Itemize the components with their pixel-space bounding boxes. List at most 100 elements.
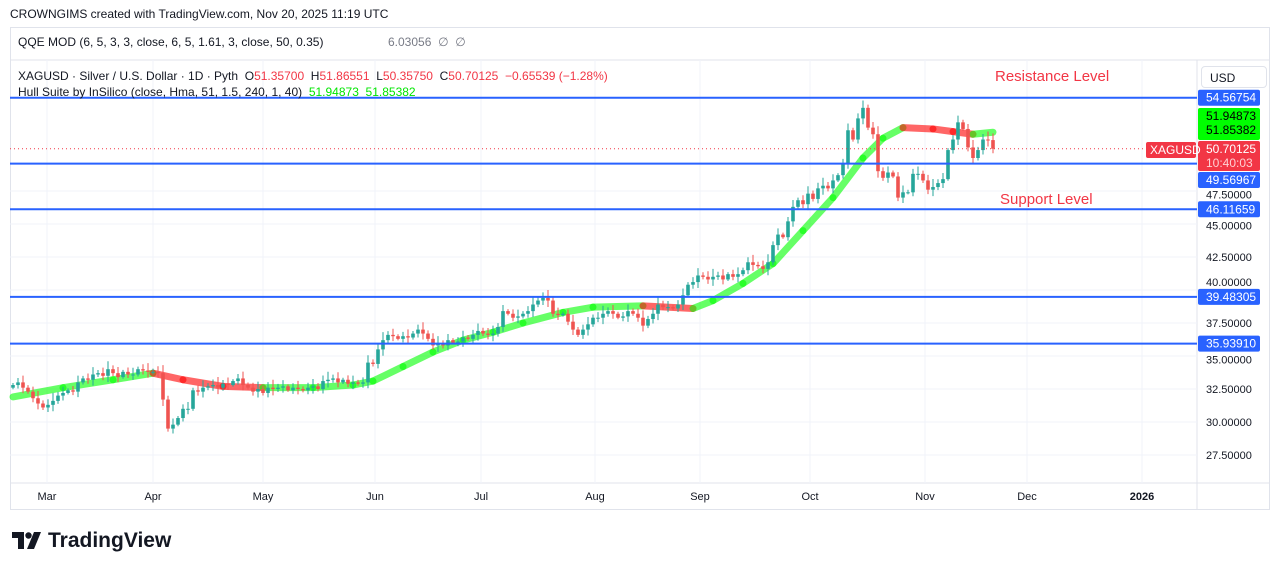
candle-body [976,150,980,158]
candle-body [56,395,60,401]
qqe-na-2: ∅ [455,35,466,49]
candle [261,385,265,396]
level-price-tag-text: 39.48305 [1206,290,1256,304]
hull-label: Hull Suite by InSilico (close, Hma, 51, … [18,85,303,99]
candle-body [336,378,340,383]
level-price-tag-text: 49.56967 [1206,173,1256,187]
candle-body [316,386,320,389]
candle [816,182,820,204]
hull-ma-segment [689,297,717,312]
candle-body [101,373,105,376]
candle-body [166,399,170,429]
candle-body [266,387,270,393]
qqe-indicator-legend[interactable]: QQE MOD (6, 5, 3, 3, close, 6, 5, 1.61, … [18,35,466,49]
currency-selector[interactable]: USD [1201,66,1267,88]
candle-body [356,382,360,384]
candle-body [961,122,965,129]
candle [21,375,25,394]
candle [501,304,505,332]
candle [126,367,130,378]
candle [546,289,550,307]
candle [711,268,715,286]
candle [41,400,45,411]
candle [106,361,110,383]
candle [641,310,645,332]
candle [926,174,930,195]
candle [66,388,70,395]
candle [646,315,650,329]
candle [91,367,95,386]
x-axis-label: Dec [1017,491,1037,503]
high-label: H [310,69,320,83]
candle-body [156,371,160,374]
level-price-tag: 39.48305 [1198,288,1260,305]
candle [31,386,35,403]
symbol-legend[interactable]: XAGUSD · Silver / U.S. Dollar · 1D · Pyt… [18,69,608,85]
tradingview-logo[interactable]: TradingView [12,529,171,553]
candle [746,257,750,275]
level-price-tag-bg [1198,201,1260,218]
candle [891,170,895,179]
candle-body [726,274,730,280]
open-value: 51.35700 [254,69,305,83]
candle [631,308,635,316]
candle [211,379,215,391]
brand-name: TradingView [48,529,172,552]
candle [241,371,245,391]
hull-legend[interactable]: Hull Suite by InSilico (close, Hma, 51, … [18,85,608,101]
candle [251,382,255,396]
candle-body [221,383,225,388]
candle [826,181,830,192]
candle-body [736,274,740,277]
candle-body [536,300,540,305]
candle-body [131,374,135,376]
candle [811,190,815,202]
candle [426,330,430,342]
candle-body [476,330,480,335]
candle [721,269,725,285]
candle [871,122,875,139]
candle-body [281,386,285,388]
candle [806,186,810,211]
candle-body [606,311,610,314]
candle-body [506,311,510,314]
candle-body [451,340,455,343]
candle-body [711,276,715,280]
candle [496,323,500,337]
candle-body [331,378,335,380]
candle-body [886,172,890,178]
candle-body [596,317,600,319]
candle [961,119,965,132]
candle-body [256,389,260,392]
candle [971,140,975,164]
candle-body [461,337,465,342]
candle [601,305,605,325]
candle-body [856,118,860,140]
candle [741,267,745,277]
candle-body [91,374,95,380]
candle [286,384,290,392]
candle [951,135,955,154]
candle-body [181,408,185,419]
candle [466,334,470,341]
candle [411,330,415,340]
candle-body [481,330,485,334]
candle [701,272,705,280]
candle-body [226,383,230,386]
x-axis-label: Mar [38,491,57,503]
candle [991,133,995,154]
candle-body [881,171,885,178]
candle [616,311,620,320]
x-axis-label: May [253,491,274,503]
candle [166,395,170,432]
candle-body [916,173,920,175]
candle [936,179,940,191]
candle-body [236,378,240,382]
candle-body [561,313,565,316]
candle [116,366,120,383]
candle-body [31,391,35,399]
candle-body [656,304,660,314]
candle-body [956,122,960,140]
candle [396,334,400,341]
